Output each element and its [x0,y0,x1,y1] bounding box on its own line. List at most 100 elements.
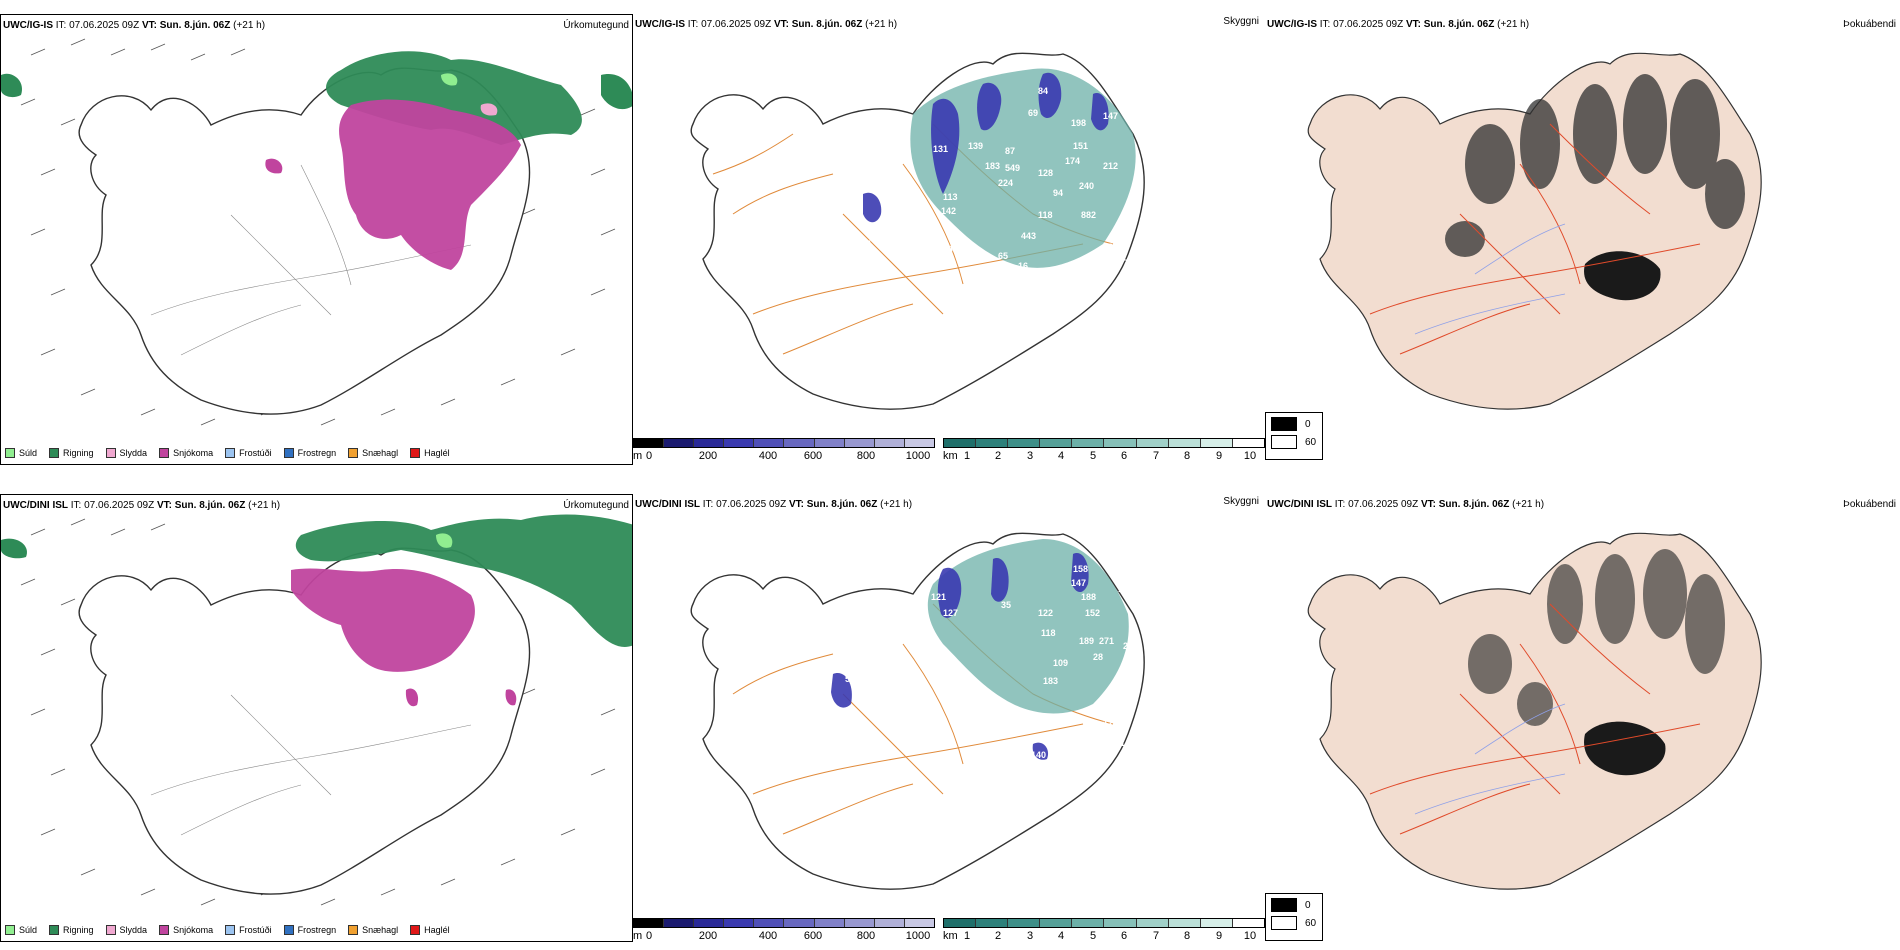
colorbar-cell [724,439,755,447]
colorbar-cell [1232,439,1264,447]
precip-type-legend: Súld Rigning Slydda Snjókoma Frostúði Fr… [5,448,450,458]
legend-swatch [49,448,60,458]
panel-header: UWC/DINI ISL IT: 07.06.2025 09Z VT: Sun.… [635,499,913,510]
colorbar-cells [633,918,935,928]
colorbar-cell [634,439,665,447]
ceiling-label: 35 [1001,600,1011,610]
legend-item: Snæhagl [348,448,398,458]
ceiling-label: 22 [1093,756,1103,766]
ceiling-label: 240 [1123,641,1138,651]
fog-panel-top: UWC/IG-IS IT: 07.06.2025 09Z VT: Sun. 8.… [1265,14,1900,414]
ceiling-label: 152 [1085,608,1100,618]
tick-label: 800 [856,450,876,462]
ceiling-label: 136 [861,686,876,696]
panel-header: UWC/IG-IS IT: 07.06.2025 09Z VT: Sun. 8.… [635,19,898,30]
colorbar-cell [1232,919,1264,927]
legend-swatch [283,925,294,935]
colorbar-cell [814,439,845,447]
legend-item: Slydda [105,925,147,935]
colorbar-cell [634,919,665,927]
tick-label: 3 [1026,450,1034,462]
colorbar-cell [754,919,785,927]
ceiling-label: 28 [1093,652,1103,662]
colorbar-cell [1072,439,1105,447]
ceiling-label: 162 [941,676,956,686]
ceiling-label: 138 [1118,584,1133,594]
colorbar-cell [874,439,905,447]
legend-swatch [410,925,421,935]
ceiling-label: 122 [1038,608,1053,618]
legend-item: Haglél [410,448,450,458]
colorbar-cell [1008,439,1041,447]
panel-header: UWC/IG-IS IT: 07.06.2025 09Z VT: Sun. 8.… [3,20,266,31]
ceiling-label: 111 [1111,738,1125,748]
panel-title: Skyggni [1223,16,1259,27]
ceiling-label: 87 [1005,146,1015,156]
ceiling-label: 139 [968,141,983,151]
panel-header: UWC/IG-IS IT: 07.06.2025 09Z VT: Sun. 8.… [1267,19,1530,30]
tick-label: 1 [963,450,971,462]
ceiling-label: 48 [948,244,958,254]
fog-legend-row: 0 [1266,894,1322,912]
panel-title: Þokuábendi [1843,499,1896,510]
legend-swatch [5,925,15,935]
colorbar-cell [784,439,815,447]
tick-label: 4 [1057,450,1065,462]
colorbar-cell [844,439,875,447]
ceiling-label: 443 [1021,231,1036,241]
ceiling-label: 140 [1031,750,1046,760]
tick-label: 1000 [905,930,931,942]
legend-item: Snjókoma [159,925,213,935]
colorbar-cell [1200,439,1233,447]
fog-legend-row: 60 [1266,912,1322,930]
tick-label: 2 [994,930,1002,942]
ceiling-label: 131 [933,144,948,154]
colorbar-unit: m [633,930,643,942]
ceiling-label: 158 [1073,564,1088,574]
ceiling-label: 109 [1053,658,1068,668]
colorbar-cell [664,919,695,927]
ceiling-labels-bottom: 158 147 138 121 127 188 122 152 35 118 1… [845,564,1138,766]
legend-swatch [348,925,359,935]
legend-swatch [410,448,421,458]
colorbar-cells [633,438,935,448]
ceiling-label: 240 [1079,181,1094,191]
tick-label: 6 [1120,930,1128,942]
ceiling-label: 147 [1071,578,1086,588]
ceiling-label: 147 [1103,111,1118,121]
ceiling-colorbar-bottom: m 0 200 400 600 800 1000 [633,918,935,948]
colorbar-cell [844,919,875,927]
colorbar-cell [1200,919,1233,927]
colorbar-cell [976,919,1009,927]
tick-label: 4 [1057,930,1065,942]
panel-header: UWC/DINI ISL IT: 07.06.2025 09Z VT: Sun.… [3,500,281,511]
ceiling-label: 142 [941,206,956,216]
legend-swatch [105,448,116,458]
colorbar-cell [664,439,695,447]
legend-item: Frostúði [225,925,272,935]
legend-item: Rigning [49,925,94,935]
ceiling-label: 549 [1005,163,1020,173]
visibility-map-bottom: 158 147 138 121 127 188 122 152 35 118 1… [690,532,1145,890]
panel-title: Úrkomutegund [563,500,629,511]
panel-title: Úrkomutegund [563,20,629,31]
tick-label: 0 [645,930,653,942]
fog-panel-bottom: UWC/DINI ISL IT: 07.06.2025 09Z VT: Sun.… [1265,494,1900,894]
colorbar-cell [1136,919,1169,927]
tick-label: 2 [994,450,1002,462]
legend-swatch [5,448,15,458]
colorbar-cell [694,919,725,927]
colorbar-cell [1168,439,1201,447]
ceiling-label: 12 [1103,242,1113,252]
fog-legend-row: 60 [1266,431,1322,449]
legend-swatch [348,448,359,458]
colorbar-unit: m [633,450,643,462]
colorbar-cell [1104,919,1137,927]
tick-label: 5 [1089,450,1097,462]
ceiling-label: 183 [985,161,1000,171]
colorbar-cell [1104,439,1137,447]
colorbar-cell [1008,919,1041,927]
tick-label: 9 [1215,450,1223,462]
tick-label: 6 [1120,450,1128,462]
colorbar-cell [904,439,934,447]
